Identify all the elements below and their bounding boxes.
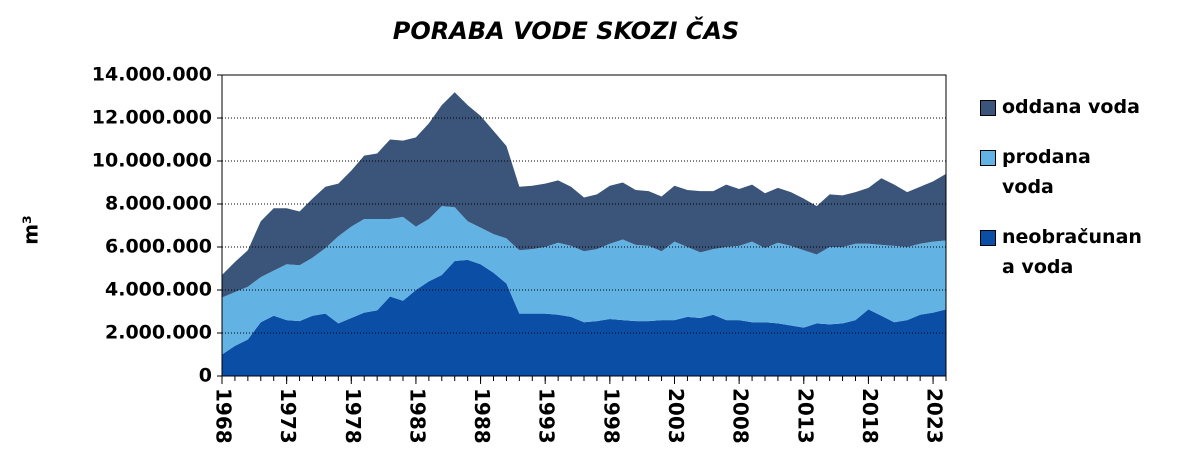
legend-item: prodana voda [980,142,1142,202]
legend-swatch [980,150,996,166]
x-tick-label: 2013 [793,388,817,444]
legend-label: neobračunana voda [1002,226,1142,278]
legend-swatch [980,100,996,116]
area [222,206,946,355]
x-tick-label: 1993 [535,388,559,444]
x-tick-label: 2008 [729,388,753,444]
x-tick-label: 1978 [341,388,365,444]
y-tick-label: 14.000.000 [92,64,212,86]
x-tick-label: 1973 [276,388,300,444]
x-tick-label: 1988 [470,388,494,444]
x-tick-label: 1998 [599,388,623,444]
area [222,92,946,298]
y-tick-label: 12.000.000 [92,107,212,129]
legend-label: oddana voda [1002,96,1140,118]
y-tick-label: 8.000.000 [105,193,212,215]
y-tick-label: 6.000.000 [105,236,212,258]
legend-swatch [980,230,996,246]
x-tick-label: 2003 [664,388,688,444]
legend-item: oddana voda [980,92,1142,122]
x-tick-label: 2018 [858,388,882,444]
y-tick-label: 0 [199,365,212,387]
plot-area: 0 2.000.000 4.000.000 6.000.000 8.000.000 10.… [92,64,947,444]
legend-item: neobračunana voda [980,222,1142,282]
legend: oddana voda prodana voda neobračunana voda [980,92,1180,302]
y-tick-label: 2.000.000 [105,322,212,344]
area [222,259,946,376]
x-tick-label: 1968 [212,388,236,444]
x-tick-label: 1983 [405,388,429,444]
y-tick-label: 4.000.000 [105,279,212,301]
y-tick-label: 10.000.000 [92,150,212,172]
y-axis-label: m³ [19,215,43,245]
x-tick-label: 2023 [923,388,947,444]
chart-title: PORABA VODE SKOZI ČAS [393,15,739,45]
legend-label: prodana voda [1002,146,1091,198]
